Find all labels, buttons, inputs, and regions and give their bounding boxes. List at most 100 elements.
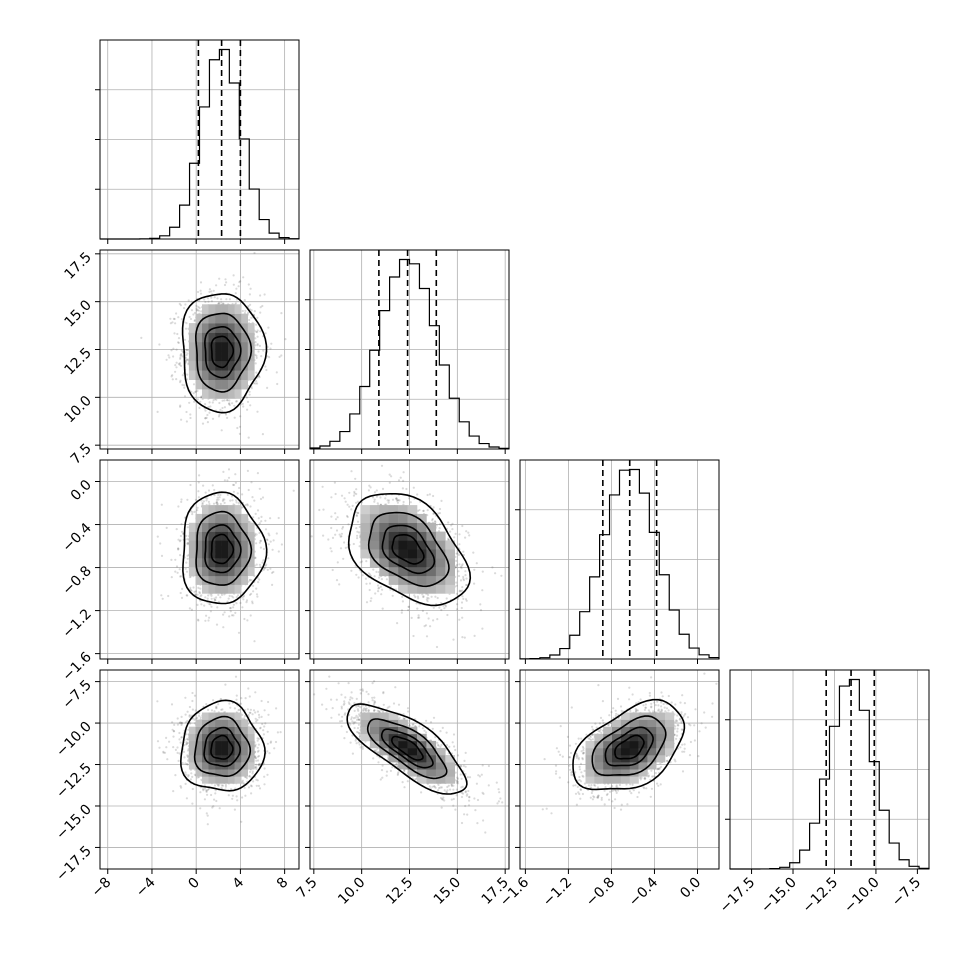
- sample-point: [250, 316, 253, 319]
- density-cell: [195, 323, 203, 333]
- density-cell: [215, 389, 222, 399]
- sample-point: [211, 417, 215, 420]
- sample-point: [454, 566, 457, 569]
- sample-point: [266, 568, 269, 571]
- sample-point: [459, 590, 463, 593]
- sample-point: [264, 564, 267, 567]
- sample-point: [180, 530, 184, 533]
- sample-point: [429, 625, 432, 628]
- sample-point: [263, 567, 266, 570]
- sample-point: [186, 358, 189, 361]
- density-cell: [188, 558, 196, 568]
- sample-point: [188, 401, 191, 404]
- sample-point: [243, 617, 246, 621]
- sample-point: [212, 502, 216, 505]
- density-cell: [195, 360, 203, 371]
- sample-point: [189, 413, 192, 416]
- sample-point: [186, 526, 189, 529]
- sample-point: [161, 597, 164, 600]
- density-cell: [215, 522, 222, 532]
- sample-point: [452, 638, 455, 641]
- sample-point: [223, 593, 226, 596]
- sample-point: [360, 560, 363, 563]
- sample-point: [259, 306, 262, 309]
- sample-point: [271, 548, 274, 551]
- sample-point: [460, 564, 463, 567]
- sample-point: [229, 499, 232, 502]
- sample-point: [356, 534, 359, 537]
- density-cell: [388, 575, 399, 585]
- sample-point: [402, 500, 405, 504]
- sample-point: [357, 511, 360, 515]
- sample-point: [255, 371, 258, 374]
- sample-point: [198, 406, 201, 409]
- sample-point: [174, 364, 177, 367]
- sample-point: [238, 281, 241, 284]
- sample-point: [347, 523, 350, 526]
- sample-point: [463, 636, 466, 639]
- sample-point: [180, 318, 183, 321]
- sample-point: [186, 352, 189, 355]
- sample-point: [458, 543, 461, 546]
- sample-point: [219, 408, 222, 411]
- sample-point: [462, 597, 465, 601]
- sample-point: [339, 547, 343, 550]
- density-cell: [228, 360, 235, 371]
- density-cell: [247, 370, 255, 380]
- sample-point: [170, 558, 173, 562]
- sample-point: [185, 354, 188, 357]
- density-cell: [234, 531, 242, 541]
- density-cell: [388, 513, 399, 523]
- sample-point: [352, 542, 355, 546]
- sample-point: [380, 578, 383, 581]
- sample-point: [455, 592, 459, 595]
- sample-point: [461, 586, 464, 589]
- sample-point: [456, 603, 459, 606]
- sample-point: [256, 595, 259, 598]
- sample-point: [220, 301, 223, 304]
- contour-line: [210, 335, 235, 369]
- sample-point: [220, 298, 223, 301]
- density-cell: [435, 531, 446, 541]
- sample-point: [254, 382, 257, 385]
- sample-point: [190, 589, 193, 592]
- sample-point: [422, 595, 425, 598]
- sample-point: [255, 380, 258, 383]
- sample-point: [461, 616, 464, 619]
- density-cell: [188, 522, 196, 532]
- density-cell: [234, 304, 242, 314]
- sample-point: [213, 488, 216, 492]
- y-tick-label: 12.5: [61, 345, 94, 378]
- sample-point: [256, 329, 259, 332]
- sample-point: [189, 416, 192, 420]
- sample-point: [235, 602, 238, 605]
- contour-line: [204, 326, 242, 379]
- sample-point: [355, 488, 358, 491]
- sample-point: [179, 364, 183, 367]
- sample-point: [185, 348, 188, 351]
- sample-point: [438, 606, 441, 609]
- sample-point: [438, 527, 441, 530]
- density-cell: [241, 379, 248, 390]
- density-cell: [221, 389, 229, 399]
- sample-point: [204, 596, 207, 599]
- sample-point: [438, 507, 442, 511]
- sample-point: [217, 301, 221, 304]
- sample-point: [479, 603, 482, 606]
- sample-point: [191, 510, 194, 514]
- sample-point: [425, 635, 429, 638]
- sample-point: [255, 354, 258, 357]
- contour-line: [181, 293, 268, 414]
- sample-point: [243, 299, 246, 302]
- sample-point: [194, 390, 197, 393]
- sample-point: [178, 540, 181, 543]
- sample-point: [228, 402, 231, 405]
- sample-point: [192, 586, 195, 589]
- sample-point: [179, 404, 182, 407]
- density-cell: [241, 342, 248, 352]
- sample-point: [215, 623, 219, 626]
- sample-point: [494, 572, 497, 575]
- sample-point: [228, 615, 231, 618]
- sample-point: [170, 576, 173, 579]
